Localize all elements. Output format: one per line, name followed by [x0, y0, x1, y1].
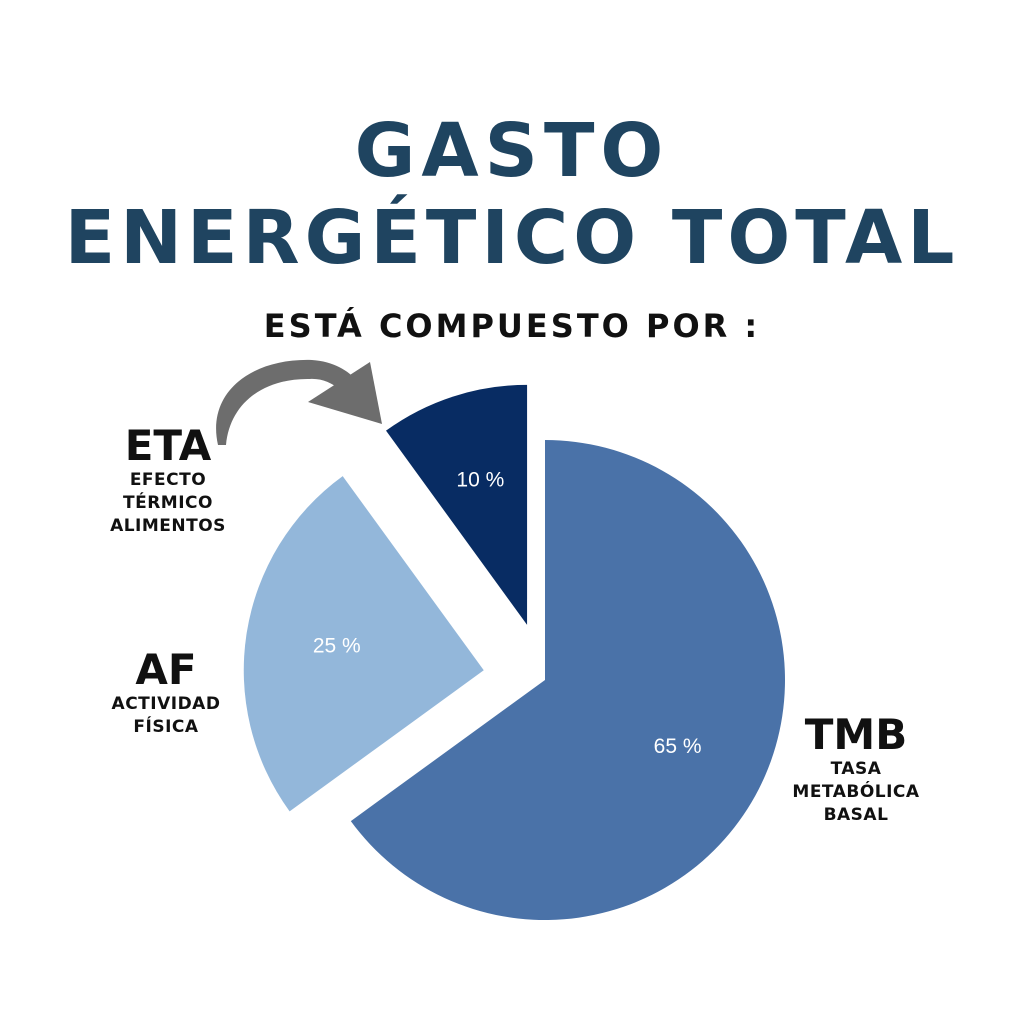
label-eta-abbr: ETA: [124, 421, 212, 470]
label-tmb-desc-line: TASA: [830, 759, 882, 780]
label-eta: ETA EFECTO TÉRMICO ALIMENTOS: [98, 421, 238, 538]
label-af-desc-line: FÍSICA: [133, 717, 199, 738]
pie-value-label-tmb: 65 %: [654, 735, 702, 758]
subtitle: ESTÁ COMPUESTO POR :: [263, 307, 761, 345]
pie-slice-tmb: [350, 440, 785, 920]
label-tmb: TMB TASA METABÓLICA BASAL: [770, 710, 942, 827]
label-af-abbr: AF: [135, 645, 197, 694]
label-tmb-desc-line: METABÓLICA: [792, 782, 920, 803]
pie-slice-af: [243, 476, 484, 812]
pie-slice-eta: [386, 384, 528, 625]
curved-arrow-icon: [216, 359, 382, 445]
pie-slices: [243, 384, 785, 920]
pie-value-label-af: 25 %: [313, 635, 361, 658]
label-eta-desc-line: ALIMENTOS: [110, 516, 226, 537]
label-af-desc-line: ACTIVIDAD: [111, 694, 221, 715]
label-tmb-desc-line: BASAL: [823, 805, 889, 826]
pie-value-label-eta: 10 %: [456, 469, 504, 492]
title-line-1: GASTO: [354, 108, 670, 194]
pie-slice-labels: 65 % 25 % 10 %: [313, 469, 702, 759]
label-eta-desc-line: EFECTO: [129, 470, 207, 491]
label-af: AF ACTIVIDAD FÍSICA: [95, 645, 237, 739]
label-tmb-abbr: TMB: [804, 710, 908, 759]
title-line-2: ENERGÉTICO TOTAL: [64, 195, 960, 281]
curved-arrow-body: [216, 359, 368, 445]
label-eta-desc-line: TÉRMICO: [123, 493, 213, 514]
curved-arrow-head: [308, 362, 382, 424]
